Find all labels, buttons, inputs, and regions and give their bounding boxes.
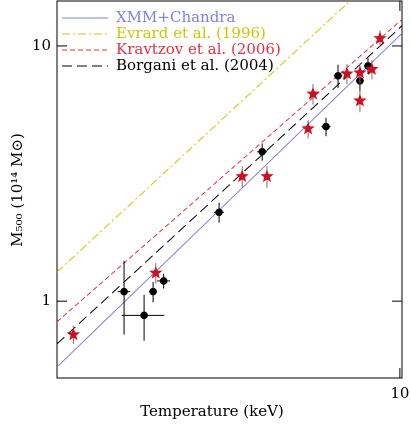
star-point [66,327,81,341]
legend-label: Evrard et al. (1996) [116,24,266,42]
star-point [235,169,249,183]
plot-frame [56,0,403,379]
y-tick-label: 1 [41,291,51,309]
model-line [57,33,402,368]
legend-label: XMM+Chandra [116,8,235,26]
circle-point [149,287,157,296]
model-line [57,1,351,273]
circle-point [215,208,223,217]
star-point [149,265,163,279]
star-point [365,62,379,75]
star-point [306,86,320,100]
circle-point [334,71,342,80]
y-tick-label: 10 [32,36,51,54]
y-axis-label: M₅₀₀ (10¹⁴ M⊙) [8,133,26,247]
x-tick-label: 10 [390,384,409,402]
star-point [260,169,274,183]
x-axis-label: Temperature (keV) [140,402,284,420]
circle-point [120,287,128,296]
circle-point [159,277,168,285]
star-point [353,65,367,79]
circle-point [322,122,330,131]
star-point [353,93,367,107]
circle-point [258,147,266,156]
star-point [373,31,387,45]
star-point [301,121,315,135]
model-line [57,25,402,345]
legend-label: Kravtzov et al. (2006) [116,40,281,58]
star-point [340,66,354,80]
legend-label: Borgani et al. (2004) [116,56,274,74]
model-line [57,19,402,323]
circle-point [140,311,148,320]
